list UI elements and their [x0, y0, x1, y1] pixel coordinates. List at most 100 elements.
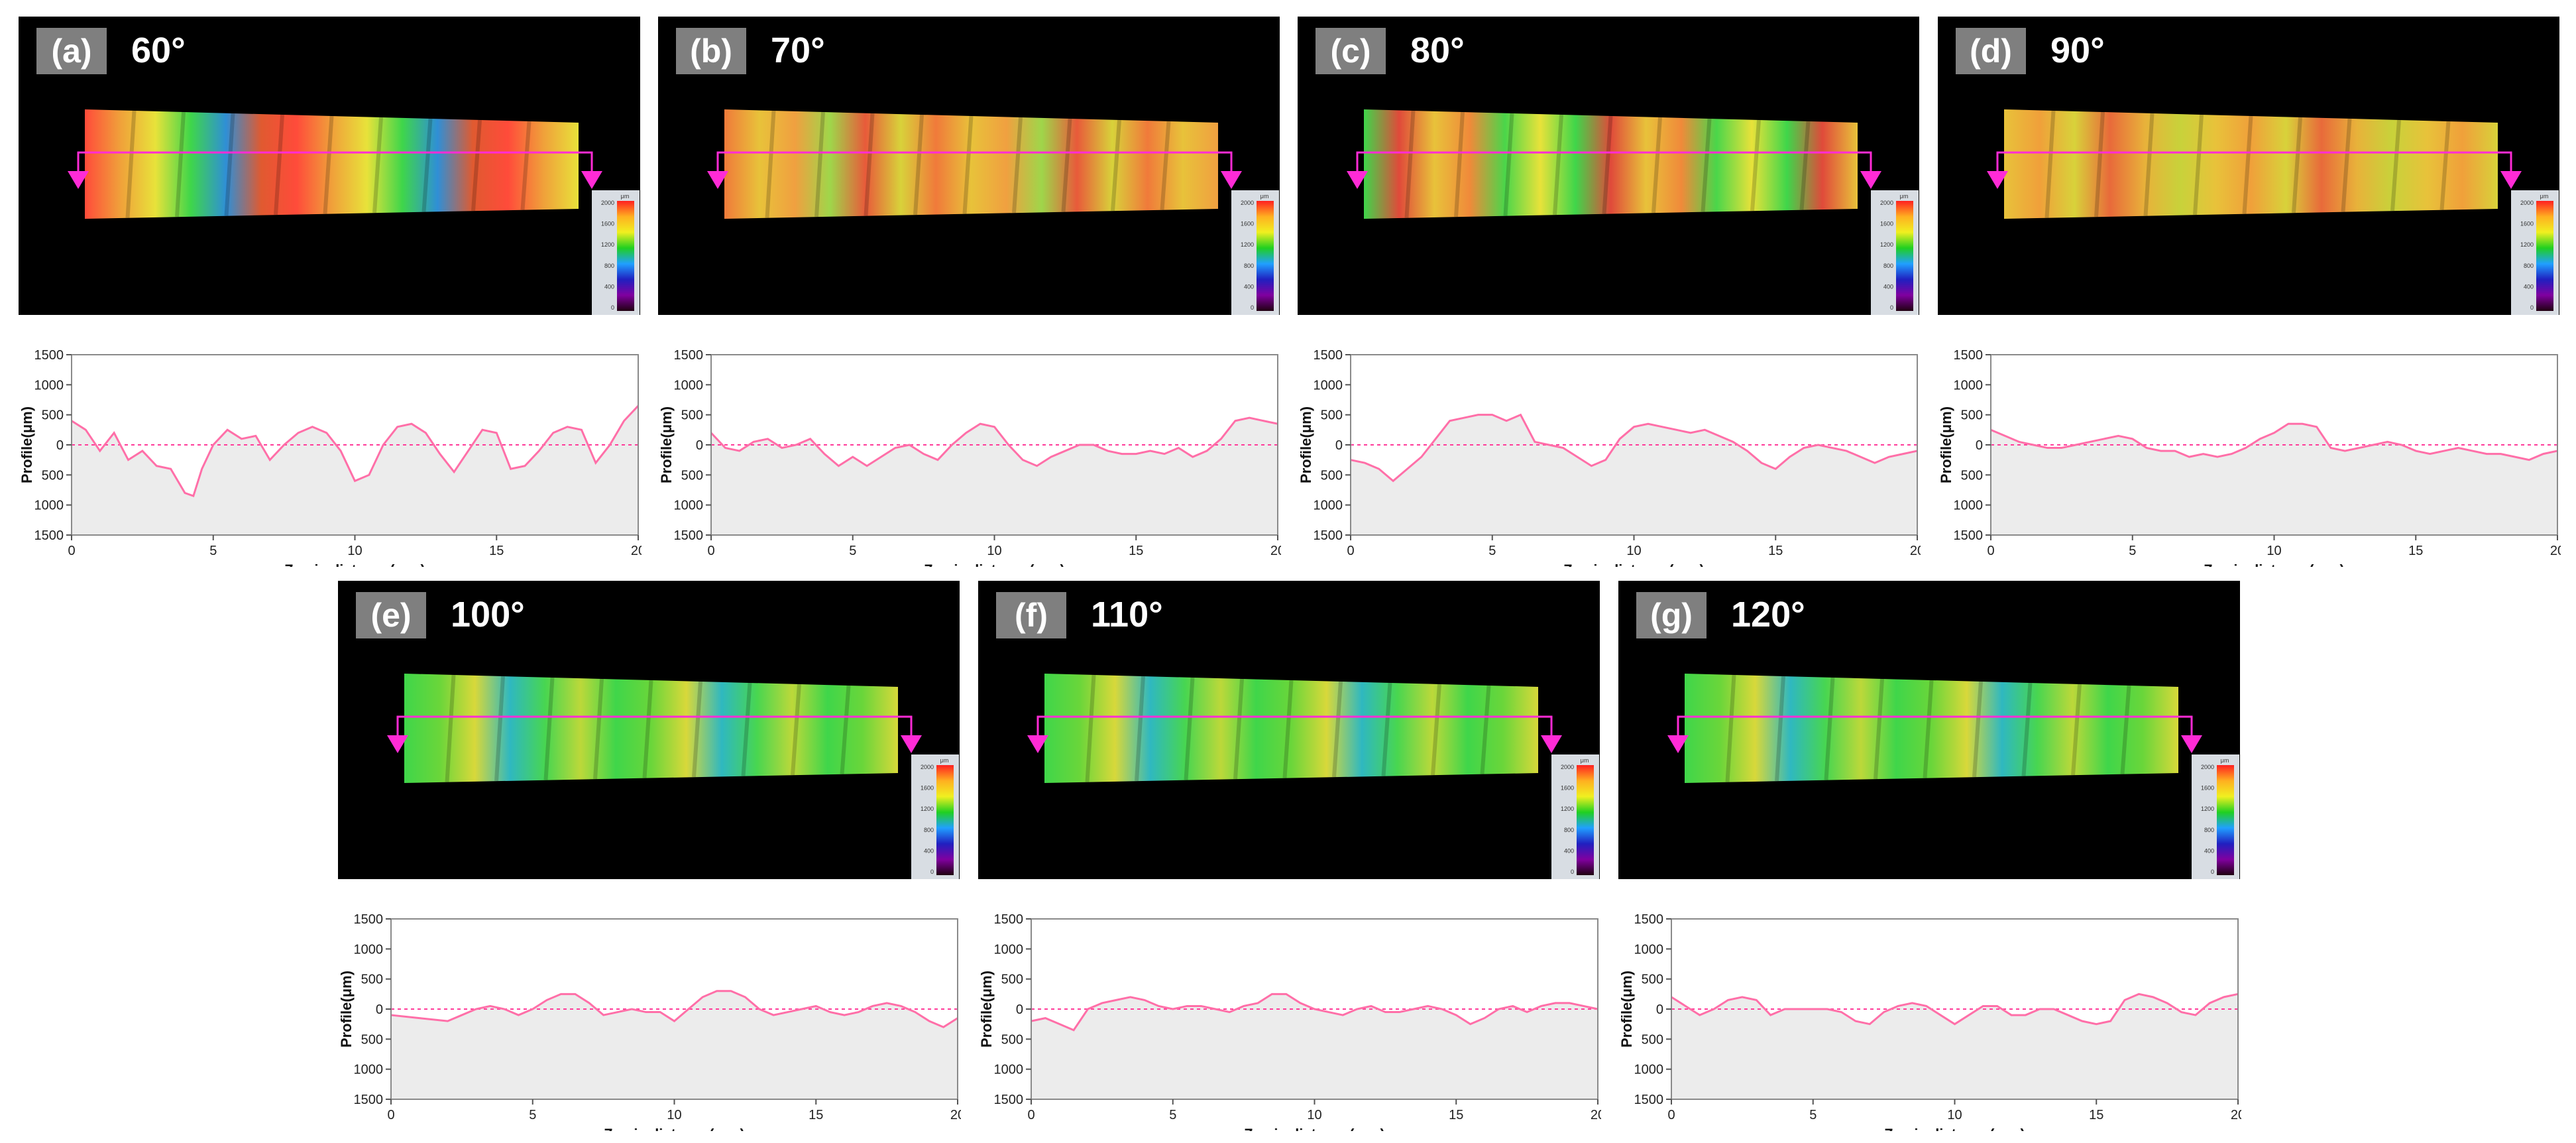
y-tick-label: 500: [361, 973, 383, 987]
surface-strip: [724, 109, 1218, 219]
scale-tick-label: 400: [1244, 283, 1254, 290]
x-tick-label: 0: [707, 544, 714, 558]
section-line: [1677, 715, 2193, 737]
scale-unit: μm: [1260, 193, 1269, 200]
scale-tick-label: 1200: [921, 806, 934, 812]
surface-ridge: [2143, 113, 2155, 216]
arrow-left-icon: [1027, 735, 1048, 753]
x-tick-label: 10: [1626, 544, 1641, 558]
color-scale-bar: [936, 765, 954, 875]
surface-strip: [1364, 109, 1858, 219]
x-tick-label: 5: [529, 1108, 536, 1122]
surface-3d-map: μm 2000 1600 1200 800 400 0: [1027, 674, 1599, 879]
surface-ridge: [2292, 117, 2302, 213]
surface-ridge: [1480, 685, 1491, 774]
y-tick-label: 1000: [994, 942, 1024, 957]
surface-strip: [2004, 109, 2498, 219]
y-tick-label: 1500: [1634, 912, 1664, 927]
y-tick-label: 500: [1642, 973, 1663, 987]
surface-ridge: [814, 111, 825, 217]
scale-unit: μm: [2540, 193, 2549, 200]
surface-ridge: [1602, 115, 1613, 214]
surface-ridge: [1652, 117, 1662, 213]
y-tick-label: 500: [1001, 973, 1023, 987]
scale-tick-label: 1200: [2520, 241, 2534, 248]
scale-tick-label: 800: [1244, 263, 1254, 269]
surface-ridge: [1012, 117, 1023, 213]
section-line: [1036, 715, 1553, 737]
arrow-right-icon: [1860, 171, 1881, 189]
y-tick-label: 1500: [1634, 1093, 1664, 1107]
y-tick-label: 0: [376, 1002, 383, 1017]
y-tick-label: 500: [361, 1032, 383, 1047]
y-tick-label: 1500: [1954, 348, 1984, 363]
x-tick-label: 10: [2267, 544, 2281, 558]
scale-tick-label: 1600: [1241, 221, 1254, 227]
surface-ridge: [962, 115, 974, 214]
surface-image: μm 2000 1600 1200 800 400 0 (f) 110°: [978, 581, 1600, 879]
profile-chart: 1500100050005001000150005101520Z-axis di…: [338, 912, 961, 1131]
x-tick-label: 0: [1667, 1108, 1675, 1122]
y-tick-label: 1500: [34, 528, 64, 543]
y-axis-label: Profile(μm): [1618, 971, 1635, 1048]
surface-ridge: [1111, 119, 1121, 211]
y-tick-label: 1000: [1314, 378, 1343, 392]
y-tick-label: 1500: [674, 528, 704, 543]
angle-label: 70°: [771, 30, 825, 70]
surface-ridge: [543, 677, 555, 780]
surface-ridge: [323, 115, 334, 214]
x-tick-label: 20: [1910, 544, 1921, 558]
y-tick-label: 1000: [994, 1063, 1024, 1077]
profile-line: [390, 990, 958, 1028]
profile-area: [711, 418, 1278, 535]
panel-tag: (e): [356, 592, 426, 638]
surface-ridge: [1553, 114, 1563, 215]
x-tick-label: 20: [1270, 544, 1281, 558]
arrow-right-icon: [1541, 735, 1562, 753]
profile-line: [710, 416, 1278, 467]
surface-ridge: [1750, 119, 1761, 211]
y-axis-label: Profile(μm): [338, 971, 355, 1048]
y-tick-label: 500: [42, 468, 64, 483]
y-axis-label: Profile(μm): [658, 406, 675, 483]
surface-image: μm 2000 1600 1200 800 400 0 (b) 70°: [658, 17, 1280, 315]
y-tick-label: 1000: [1314, 499, 1343, 513]
color-scale-bar: [1577, 765, 1594, 875]
panel-tag: (d): [1956, 28, 2026, 74]
surface-ridge: [1184, 677, 1195, 780]
scale-tick-label: 1200: [1241, 241, 1254, 248]
surface-ridge: [471, 119, 482, 211]
x-tick-label: 5: [1169, 1108, 1176, 1122]
color-scale-bar: [2536, 201, 2553, 311]
panel-tag: (f): [996, 592, 1066, 638]
surface-ridge: [1503, 113, 1514, 216]
scale-tick-label: 1200: [2201, 806, 2214, 812]
scale-tick-label: 2000: [921, 764, 934, 770]
profile-area: [1351, 414, 1917, 535]
scale-tick-label: 0: [611, 304, 614, 311]
y-tick-label: 1000: [1634, 942, 1664, 957]
surface-3d-map: μm 2000 1600 1200 800 400 0: [1347, 109, 1919, 315]
surface-strip: [85, 109, 579, 219]
surface-ridge: [1061, 118, 1072, 212]
surface-ridge: [593, 678, 604, 780]
scale-tick-label: 1200: [1880, 241, 1893, 248]
scale-unit: μm: [621, 193, 630, 200]
scale-tick-label: 2000: [1561, 764, 1574, 770]
y-axis-label: Profile(μm): [978, 971, 995, 1048]
surface-ridge: [1799, 121, 1811, 210]
x-axis-label: Z-axis distance(mm): [1244, 1126, 1385, 1131]
surface-ridge: [2341, 118, 2352, 212]
y-tick-label: 1000: [1954, 378, 1984, 392]
surface-ridge: [1381, 682, 1392, 776]
y-tick-label: 1500: [354, 1093, 384, 1107]
surface-ridge: [1431, 684, 1441, 776]
x-tick-label: 10: [347, 544, 362, 558]
x-tick-label: 5: [209, 544, 217, 558]
scale-tick-label: 0: [2530, 304, 2534, 311]
section-line: [1356, 151, 1872, 172]
scale-tick-label: 1600: [2520, 221, 2534, 227]
arrow-left-icon: [1987, 171, 2008, 189]
surface-ridge: [520, 121, 532, 210]
scale-tick-label: 0: [1890, 304, 1893, 311]
